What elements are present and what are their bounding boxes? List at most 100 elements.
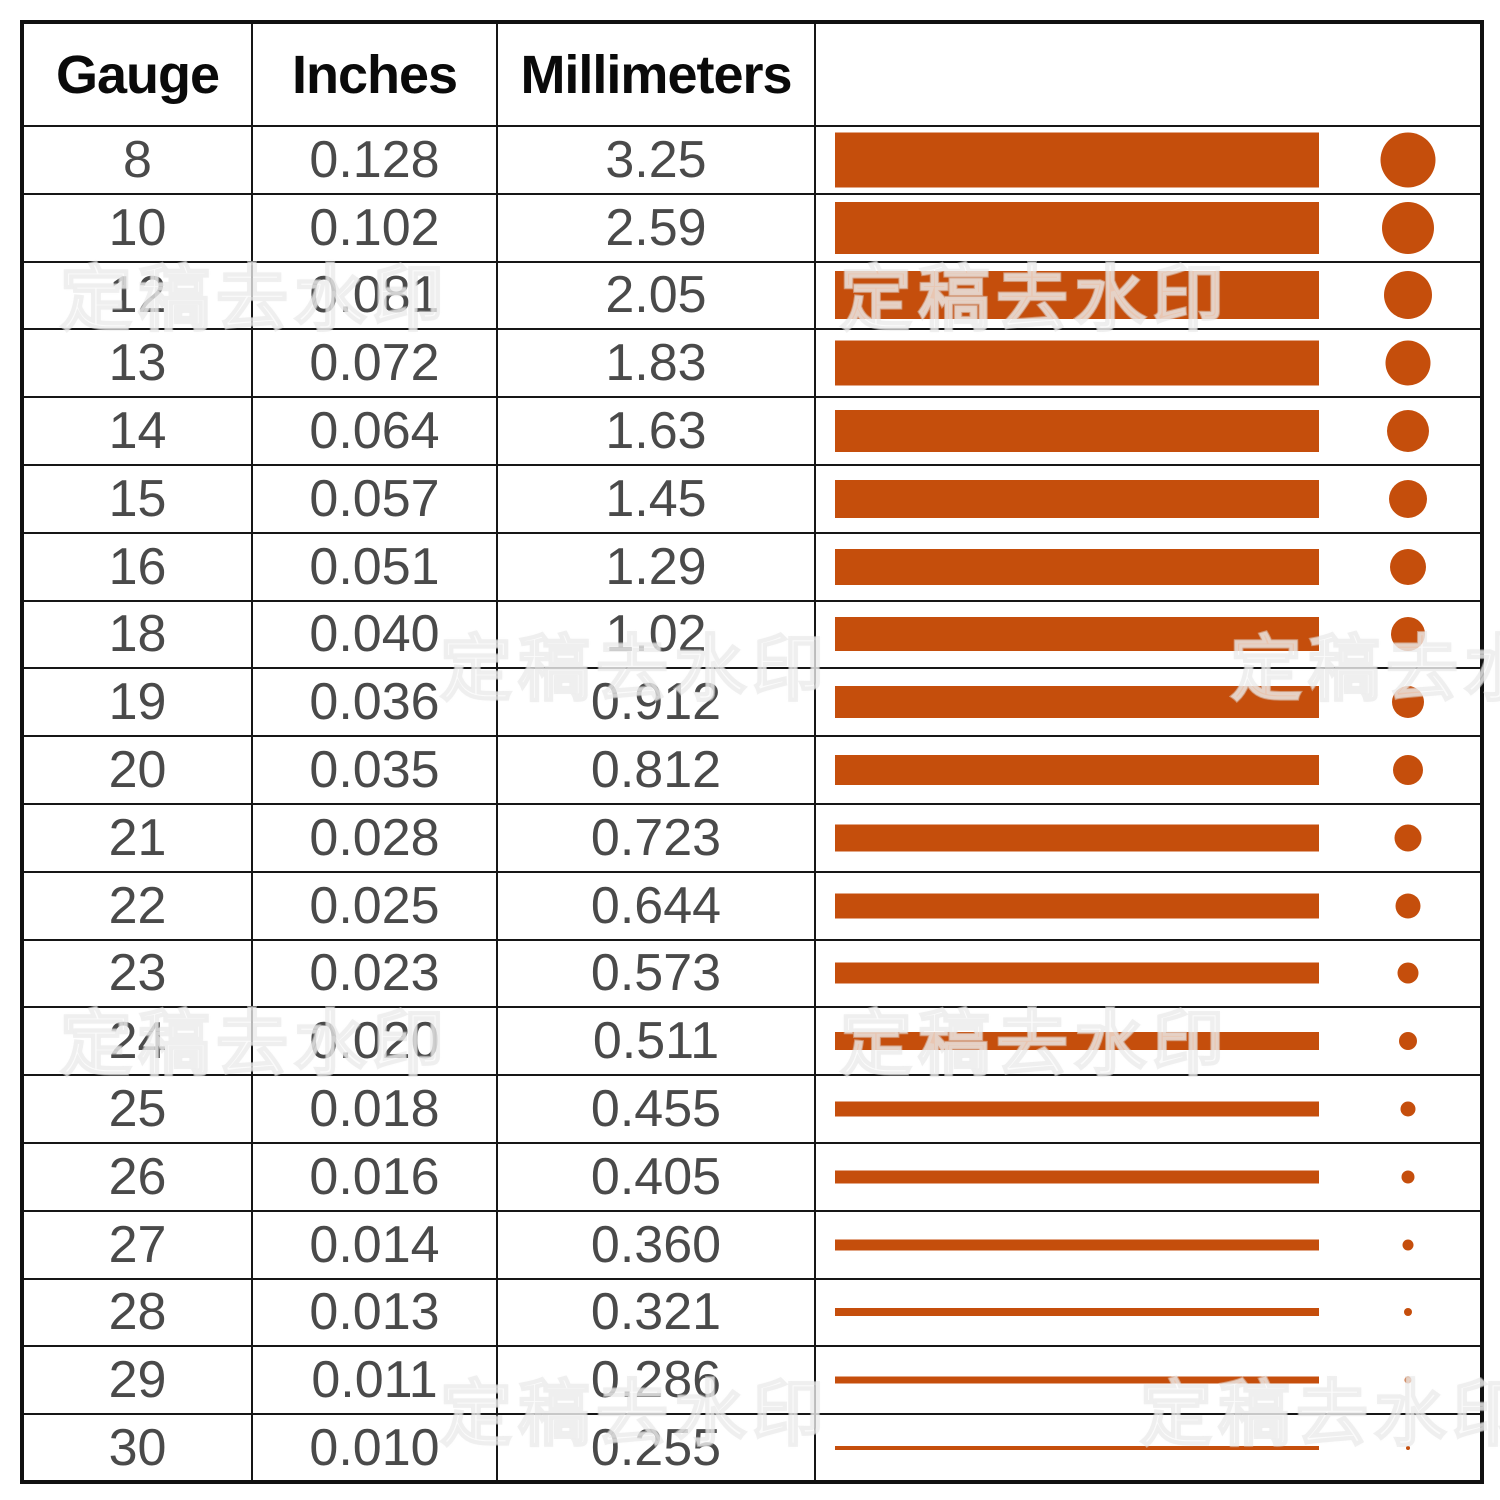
wire-diameter-dot xyxy=(1390,548,1426,585)
gauge-cell: 30 xyxy=(21,1413,253,1483)
millimeters-cell: 3.25 xyxy=(496,125,816,195)
visual-cell xyxy=(814,192,1483,263)
wire-diameter-dot xyxy=(1402,1239,1414,1251)
inches-cell: 0.011 xyxy=(251,1345,498,1416)
wire-diameter-dot xyxy=(1385,340,1431,386)
inches-cell: 0.035 xyxy=(251,735,498,805)
table-row: 10 0.102 2.59 xyxy=(21,192,1483,263)
gauge-cell: 15 xyxy=(21,463,253,534)
visual-cell xyxy=(814,260,1483,331)
wire-diameter-dot xyxy=(1387,410,1429,453)
gauge-cell: 23 xyxy=(21,938,253,1009)
millimeters-cell: 0.321 xyxy=(496,1277,816,1348)
millimeters-cell: 1.63 xyxy=(496,396,816,466)
wire-thickness-bar xyxy=(835,962,1319,984)
wire-thickness-bar xyxy=(835,1376,1319,1384)
wire-diameter-dot xyxy=(1384,271,1432,320)
inches-cell: 0.051 xyxy=(251,531,498,602)
inches-cell: 0.016 xyxy=(251,1141,498,1212)
table-row: 8 0.128 3.25 xyxy=(21,125,1483,195)
millimeters-cell: 0.812 xyxy=(496,735,816,805)
table-row: 30 0.010 0.255 xyxy=(21,1413,1483,1483)
visual-cell xyxy=(814,599,1483,670)
wire-gauge-table: Gauge Inches Millimeters 8 0.128 3.25 10… xyxy=(20,20,1484,1484)
header-millimeters: Millimeters xyxy=(496,21,816,127)
millimeters-cell: 0.286 xyxy=(496,1345,816,1416)
wire-thickness-bar xyxy=(835,824,1319,852)
visual-cell xyxy=(814,870,1483,941)
gauge-cell: 25 xyxy=(21,1074,253,1144)
wire-thickness-bar xyxy=(835,755,1319,786)
wire-diameter-dot xyxy=(1400,1101,1416,1117)
visual-cell xyxy=(814,1141,1483,1212)
inches-cell: 0.040 xyxy=(251,599,498,670)
inches-cell: 0.128 xyxy=(251,125,498,195)
gauge-cell: 12 xyxy=(21,260,253,331)
wire-thickness-bar xyxy=(835,479,1319,518)
wire-thickness-bar xyxy=(835,686,1319,719)
wire-diameter-dot xyxy=(1394,824,1422,852)
wire-thickness-bar xyxy=(835,1101,1319,1117)
millimeters-cell: 1.45 xyxy=(496,463,816,534)
millimeters-cell: 0.511 xyxy=(496,1006,816,1077)
wire-diameter-dot xyxy=(1392,686,1424,719)
inches-cell: 0.102 xyxy=(251,192,498,263)
millimeters-cell: 0.644 xyxy=(496,870,816,941)
gauge-cell: 16 xyxy=(21,531,253,602)
inches-cell: 0.014 xyxy=(251,1209,498,1280)
gauge-cell: 21 xyxy=(21,802,253,873)
visual-cell xyxy=(814,1209,1483,1280)
inches-cell: 0.081 xyxy=(251,260,498,331)
wire-diameter-dot xyxy=(1397,962,1419,984)
wire-thickness-bar xyxy=(835,1170,1319,1184)
wire-thickness-bar xyxy=(835,1239,1319,1251)
gauge-cell: 14 xyxy=(21,396,253,466)
inches-cell: 0.020 xyxy=(251,1006,498,1077)
wire-thickness-bar xyxy=(835,410,1319,453)
table-row: 14 0.064 1.63 xyxy=(21,396,1483,466)
table-row: 25 0.018 0.455 xyxy=(21,1074,1483,1144)
table-row: 27 0.014 0.360 xyxy=(21,1209,1483,1280)
wire-thickness-bar xyxy=(835,340,1319,386)
table-row: 28 0.013 0.321 xyxy=(21,1277,1483,1348)
visual-cell xyxy=(814,1006,1483,1077)
wire-diameter-dot xyxy=(1399,1032,1417,1051)
inches-cell: 0.013 xyxy=(251,1277,498,1348)
inches-cell: 0.036 xyxy=(251,667,498,738)
gauge-cell: 10 xyxy=(21,192,253,263)
millimeters-cell: 0.255 xyxy=(496,1413,816,1483)
visual-cell xyxy=(814,328,1483,399)
millimeters-cell: 1.02 xyxy=(496,599,816,670)
millimeters-cell: 0.455 xyxy=(496,1074,816,1144)
inches-cell: 0.010 xyxy=(251,1413,498,1483)
wire-diameter-dot xyxy=(1380,132,1436,188)
gauge-cell: 26 xyxy=(21,1141,253,1212)
wire-thickness-bar xyxy=(835,271,1319,320)
wire-diameter-dot xyxy=(1401,1170,1415,1184)
wire-diameter-dot xyxy=(1389,479,1427,518)
table-row: 26 0.016 0.405 xyxy=(21,1141,1483,1212)
wire-diameter-dot xyxy=(1404,1308,1412,1317)
table-row: 29 0.011 0.286 xyxy=(21,1345,1483,1416)
visual-cell xyxy=(814,735,1483,805)
gauge-cell: 27 xyxy=(21,1209,253,1280)
table-row: 20 0.035 0.812 xyxy=(21,735,1483,805)
wire-thickness-bar xyxy=(835,1032,1319,1051)
visual-cell xyxy=(814,531,1483,602)
table-row: 21 0.028 0.723 xyxy=(21,802,1483,873)
wire-thickness-bar xyxy=(835,548,1319,585)
wire-thickness-bar xyxy=(835,617,1319,652)
millimeters-cell: 0.360 xyxy=(496,1209,816,1280)
wire-diameter-dot xyxy=(1382,201,1434,254)
table-row: 23 0.023 0.573 xyxy=(21,938,1483,1009)
millimeters-cell: 1.83 xyxy=(496,328,816,399)
visual-cell xyxy=(814,1074,1483,1144)
visual-cell xyxy=(814,463,1483,534)
table-row: 12 0.081 2.05 xyxy=(21,260,1483,331)
millimeters-cell: 0.912 xyxy=(496,667,816,738)
wire-diameter-dot xyxy=(1406,1445,1410,1450)
visual-cell xyxy=(814,667,1483,738)
inches-cell: 0.025 xyxy=(251,870,498,941)
millimeters-cell: 1.29 xyxy=(496,531,816,602)
gauge-cell: 22 xyxy=(21,870,253,941)
